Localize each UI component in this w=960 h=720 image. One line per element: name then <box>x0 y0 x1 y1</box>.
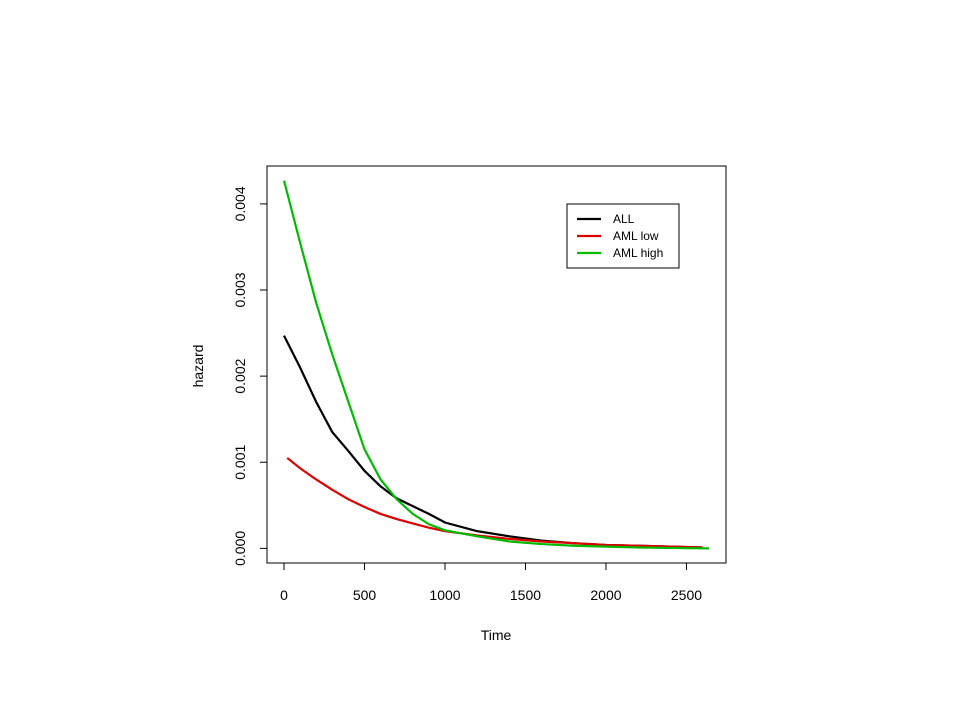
x-tick-label: 2500 <box>671 587 702 603</box>
line-series <box>286 457 703 549</box>
x-tick-label: 0 <box>280 587 288 603</box>
x-axis-label: Time <box>481 627 512 643</box>
legend-label: AML high <box>613 246 663 260</box>
y-tick-label: 0.003 <box>232 272 248 307</box>
line-series <box>282 180 710 550</box>
y-tick-label: 0.000 <box>232 531 248 566</box>
legend-label: ALL <box>613 212 635 226</box>
x-tick-label: 1000 <box>429 587 460 603</box>
y-tick-label: 0.004 <box>232 186 248 221</box>
y-axis-label: hazard <box>190 345 206 388</box>
x-tick-label: 2000 <box>590 587 621 603</box>
x-tick-label: 500 <box>353 587 377 603</box>
y-tick-label: 0.001 <box>232 445 248 480</box>
x-tick-label: 1500 <box>510 587 541 603</box>
line-series <box>283 335 703 549</box>
legend-label: AML low <box>613 229 659 243</box>
y-tick-label: 0.002 <box>232 358 248 393</box>
